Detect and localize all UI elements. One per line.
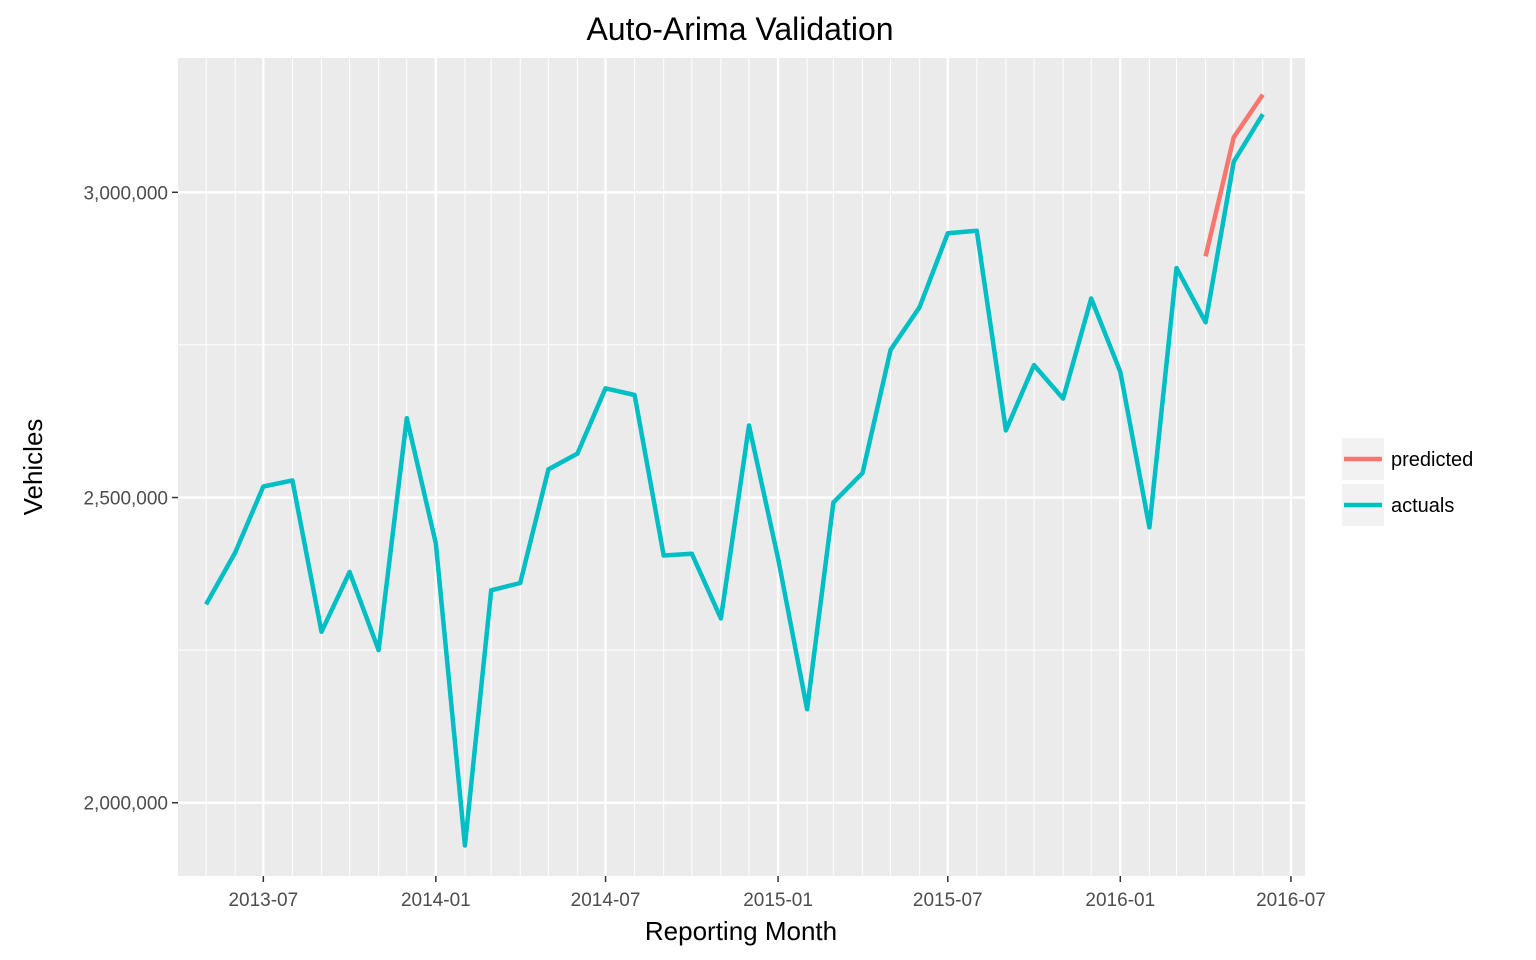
series-line-predicted <box>1203 93 1265 257</box>
x-tick-label: 2014-07 <box>571 890 641 911</box>
major-gridlines <box>178 58 1305 876</box>
chart-title: Auto-Arima Validation <box>586 11 893 47</box>
series-line-actuals <box>204 113 1265 848</box>
x-tick-label: 2016-07 <box>1256 890 1326 911</box>
y-axis-title: Vehicles <box>18 419 48 516</box>
x-tick-label: 2015-01 <box>743 890 813 911</box>
x-axis-title: Reporting Month <box>645 916 837 946</box>
legend-label-actuals: actuals <box>1391 495 1454 517</box>
legend: predicted actuals <box>1342 438 1473 526</box>
legend-label-predicted: predicted <box>1391 449 1473 471</box>
x-tick-label: 2016-01 <box>1085 890 1155 911</box>
y-tick-label: 2,500,000 <box>83 489 168 510</box>
y-axis: 2,000,000 2,500,000 3,000,000 <box>83 183 178 815</box>
x-axis: 2013-07 2014-01 2014-07 2015-01 2015-07 2016-… <box>228 876 1326 911</box>
x-tick-label: 2015-07 <box>913 890 983 911</box>
series-layer <box>204 93 1265 848</box>
y-tick-label: 2,000,000 <box>83 794 168 815</box>
y-tick-label: 3,000,000 <box>83 183 168 204</box>
x-tick-label: 2013-07 <box>228 890 298 911</box>
x-tick-label: 2014-01 <box>401 890 471 911</box>
